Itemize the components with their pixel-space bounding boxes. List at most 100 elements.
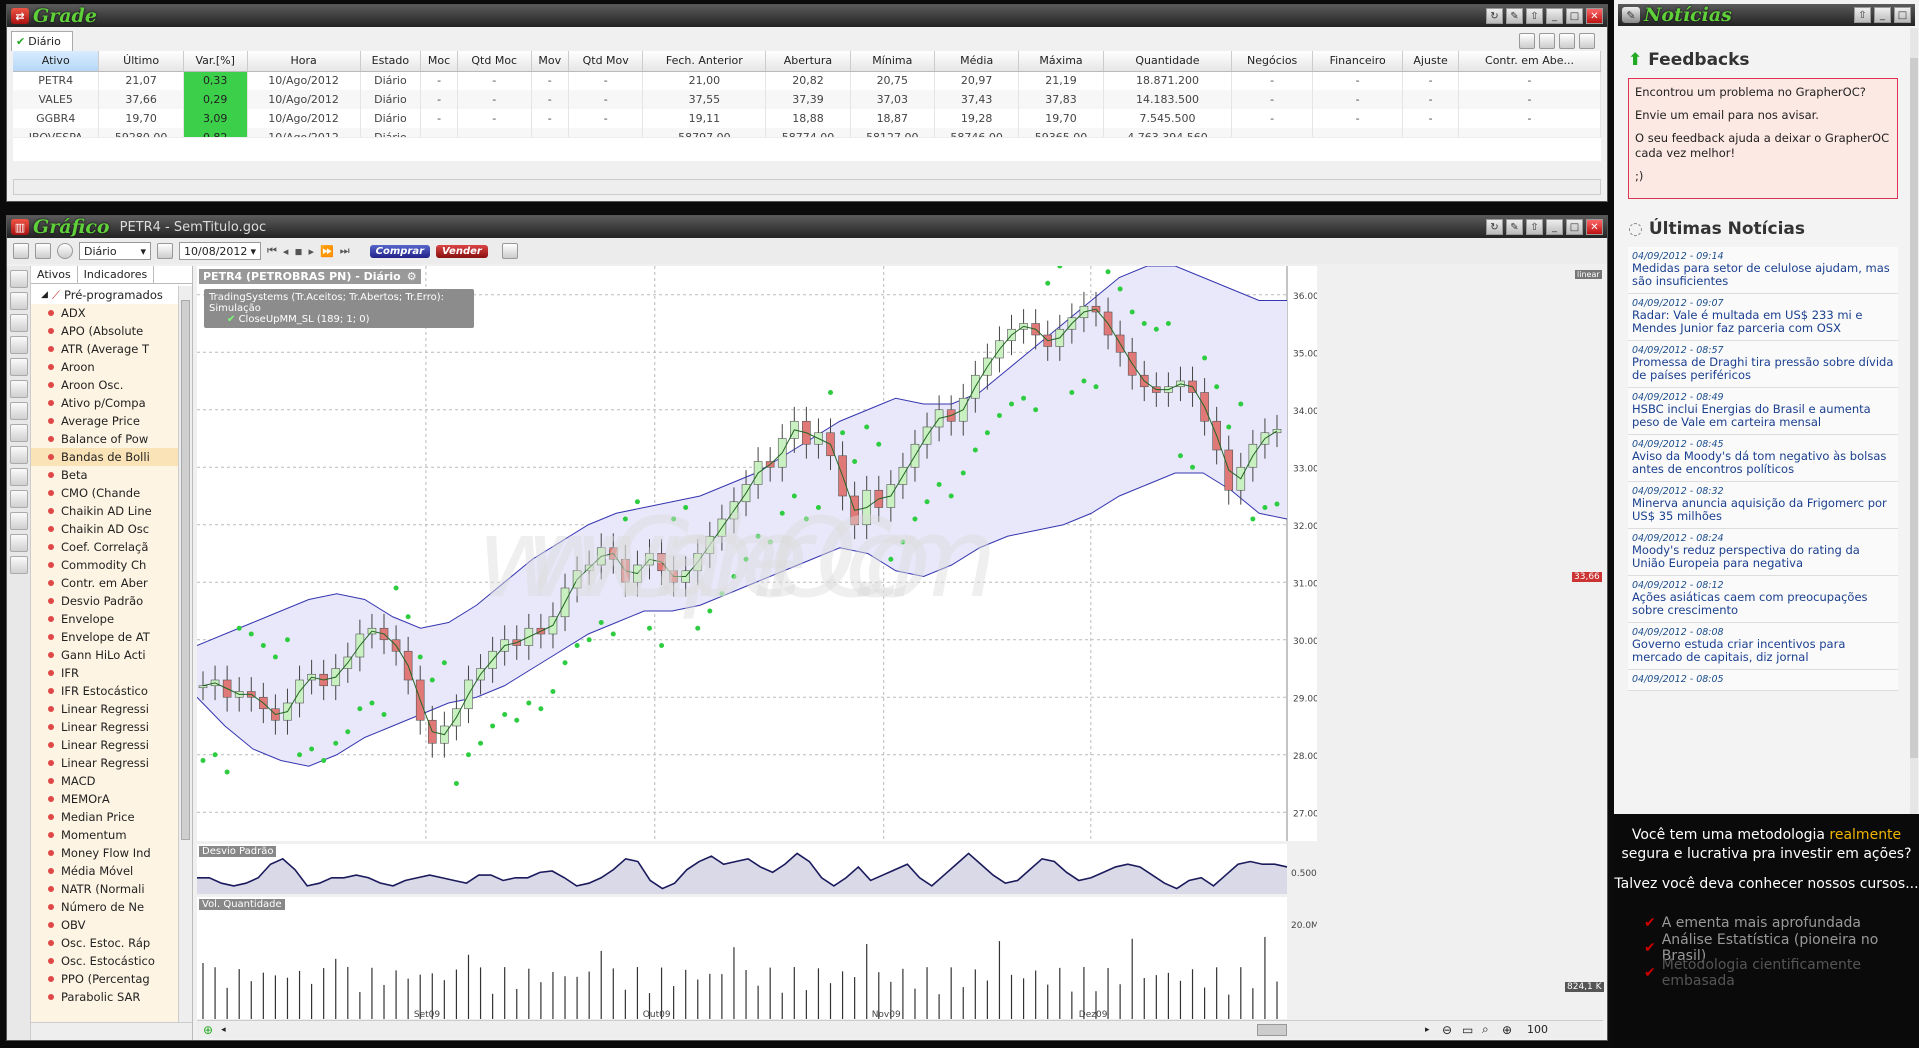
open-folder-icon[interactable] [13, 243, 29, 259]
indicator-item[interactable]: Osc. Estocástico [31, 952, 178, 970]
news-item[interactable]: 04/09/2012 - 09:14 Medidas para setor de … [1628, 247, 1898, 294]
volume-chart[interactable]: 20.0M Set09 Out09 Nov09 Dez09 [197, 897, 1317, 1019]
add-panel-icon[interactable]: ⊕ [203, 1022, 214, 1037]
settings-tool-icon[interactable] [10, 556, 28, 574]
indicator-scrollbar[interactable] [178, 286, 192, 1022]
refresh-icon[interactable]: ↻ [1486, 219, 1503, 235]
indicator-item[interactable]: NATR (Normali [31, 880, 178, 898]
indicator-item[interactable]: APO (Absolute [31, 322, 178, 340]
channel-tool-icon[interactable] [10, 424, 28, 442]
last-icon[interactable]: ⏭ [339, 244, 350, 257]
news-item[interactable]: 04/09/2012 - 08:08 Governo estuda criar i… [1628, 623, 1898, 670]
indicator-item[interactable]: Balance of Pow [31, 430, 178, 448]
add-asset-icon[interactable] [1519, 33, 1535, 49]
shape-tool-icon[interactable] [10, 468, 28, 486]
indicator-item[interactable]: Envelope [31, 610, 178, 628]
column-header[interactable]: Último [98, 51, 184, 72]
indicator-item[interactable]: Median Price [31, 808, 178, 826]
course-promo[interactable]: Você tem uma metodologia realmente segura… [1614, 814, 1919, 1048]
chart-hscroll-thumb[interactable] [1257, 1023, 1287, 1036]
indicator-item[interactable]: PPO (Percentag [31, 970, 178, 988]
indicator-item[interactable]: Chaikin AD Osc [31, 520, 178, 538]
calendar-icon[interactable] [157, 243, 173, 259]
table-row[interactable]: PETR4 21,07 0,33 10/Ago/2012 Diário - - - -21,00… [13, 71, 1602, 90]
indicator-item[interactable]: IFR [31, 664, 178, 682]
tab-diario[interactable]: ✔ Diário [11, 31, 73, 51]
indicator-item[interactable]: Número de Ne [31, 898, 178, 916]
close-button[interactable]: ✕ [1586, 8, 1603, 24]
scroll-right-icon[interactable]: ▸ [1425, 1024, 1430, 1035]
news-scroll-thumb[interactable] [1910, 58, 1918, 758]
news-headline[interactable]: HSBC inclui Energias do Brasil e aumenta… [1632, 402, 1871, 429]
price-chart[interactable]: 36.00 35.00 34.00 33.00 32.00 31.00 30.00 29.00… [197, 266, 1317, 841]
scroll-left-icon[interactable]: ◂ [221, 1024, 226, 1035]
indicator-item[interactable]: Média Móvel [31, 862, 178, 880]
news-headline[interactable]: Minerva anuncia aquisição da Frigomerc p… [1632, 496, 1887, 523]
indicator-item[interactable]: Linear Regressi [31, 700, 178, 718]
buy-button[interactable]: Comprar [369, 244, 431, 258]
news-headline[interactable]: Promessa de Draghi tira pressão sobre dí… [1632, 355, 1894, 382]
column-header[interactable]: Moc [420, 51, 458, 72]
forward-icon[interactable]: ⏩ [320, 244, 334, 258]
prev-icon[interactable]: ◂ [282, 244, 289, 258]
indicator-item[interactable]: Momentum [31, 826, 178, 844]
indicator-item[interactable]: Money Flow Ind [31, 844, 178, 862]
indicator-item[interactable]: Beta [31, 466, 178, 484]
column-header[interactable]: Ativo [13, 51, 100, 72]
remove-asset-icon[interactable] [1539, 33, 1555, 49]
dock-icon[interactable]: ⇧ [1526, 219, 1543, 235]
scroll-thumb[interactable] [181, 300, 190, 840]
zoom-search-icon[interactable]: ⌕ [1482, 1022, 1489, 1036]
maximize-button[interactable]: □ [1894, 7, 1911, 23]
dock-icon[interactable]: ⇧ [1854, 7, 1871, 23]
dock-icon[interactable]: ⇧ [1526, 8, 1543, 24]
tab-ativos[interactable]: Ativos [31, 266, 78, 283]
column-header[interactable]: Média [934, 51, 1020, 72]
indicator-item[interactable]: Contr. em Aber [31, 574, 178, 592]
indicator-item[interactable]: Chaikin AD Line [31, 502, 178, 520]
text-tool-icon[interactable] [10, 512, 28, 530]
column-header[interactable]: Hora [247, 51, 361, 72]
grade-hscroll[interactable] [13, 179, 1601, 195]
feedback-line[interactable]: Envie um email para nos avisar. [1635, 108, 1819, 122]
news-scrollbar[interactable] [1910, 28, 1918, 814]
maximize-button[interactable]: □ [1566, 8, 1583, 24]
news-headline[interactable]: Ações asiáticas caem com preocupações so… [1632, 590, 1868, 617]
table-row[interactable]: VALE5 37,66 0,29 10/Ago/2012 Diário - - - -37,55… [13, 90, 1602, 109]
minimize-button[interactable]: _ [1546, 8, 1563, 24]
indicator-item[interactable]: Linear Regressi [31, 718, 178, 736]
news-item[interactable]: 04/09/2012 - 08:32 Minerva anuncia aquisi… [1628, 482, 1898, 529]
period-select[interactable]: Diário ▾ [79, 242, 151, 260]
tools-icon[interactable]: ✎ [1506, 219, 1523, 235]
indicator-item[interactable]: MACD [31, 772, 178, 790]
zoom-in-icon[interactable]: ⊕ [1502, 1022, 1513, 1037]
tools-icon[interactable]: ✎ [1506, 8, 1523, 24]
news-item[interactable]: 04/09/2012 - 08:12 Ações asiáticas caem c… [1628, 576, 1898, 623]
indicator-item[interactable]: Average Price [31, 412, 178, 430]
indicator-item[interactable]: Linear Regressi [31, 754, 178, 772]
eraser-tool-icon[interactable] [10, 534, 28, 552]
news-headline[interactable]: Moody's reduz perspectiva do rating da U… [1632, 543, 1860, 570]
first-icon[interactable]: ⏮ [267, 244, 277, 257]
crosshair-tool-icon[interactable] [10, 314, 28, 332]
column-header[interactable]: Estado [360, 51, 422, 72]
news-headline[interactable]: Governo estuda criar incentivos para mer… [1632, 637, 1846, 664]
hand-tool-icon[interactable] [10, 358, 28, 376]
indicator-item[interactable]: ADX [31, 304, 178, 322]
news-item[interactable]: 04/09/2012 - 08:45 Aviso da Moody's dá to… [1628, 435, 1898, 482]
save-icon[interactable] [35, 243, 51, 259]
news-item[interactable]: 04/09/2012 - 08:05 [1628, 670, 1898, 691]
indicator-item[interactable]: CMO (Chande [31, 484, 178, 502]
line-tool-icon[interactable] [10, 380, 28, 398]
indicator-item[interactable]: Parabolic SAR [31, 988, 178, 1006]
fibonacci-tool-icon[interactable] [10, 446, 28, 464]
next-icon[interactable]: ▸ [308, 244, 315, 258]
indicator-item[interactable]: Ativo p/Compa [31, 394, 178, 412]
indicator-item[interactable]: Linear Regressi [31, 736, 178, 754]
news-item[interactable]: 04/09/2012 - 08:24 Moody's reduz perspect… [1628, 529, 1898, 576]
indicator-item[interactable]: Coef. Correlaçã [31, 538, 178, 556]
close-button[interactable]: ✕ [1586, 219, 1603, 235]
maximize-button[interactable]: □ [1566, 219, 1583, 235]
tree-root[interactable]: ◢ ⟋ Pré-programados [31, 286, 178, 304]
refresh-icon[interactable]: ↻ [1486, 8, 1503, 24]
